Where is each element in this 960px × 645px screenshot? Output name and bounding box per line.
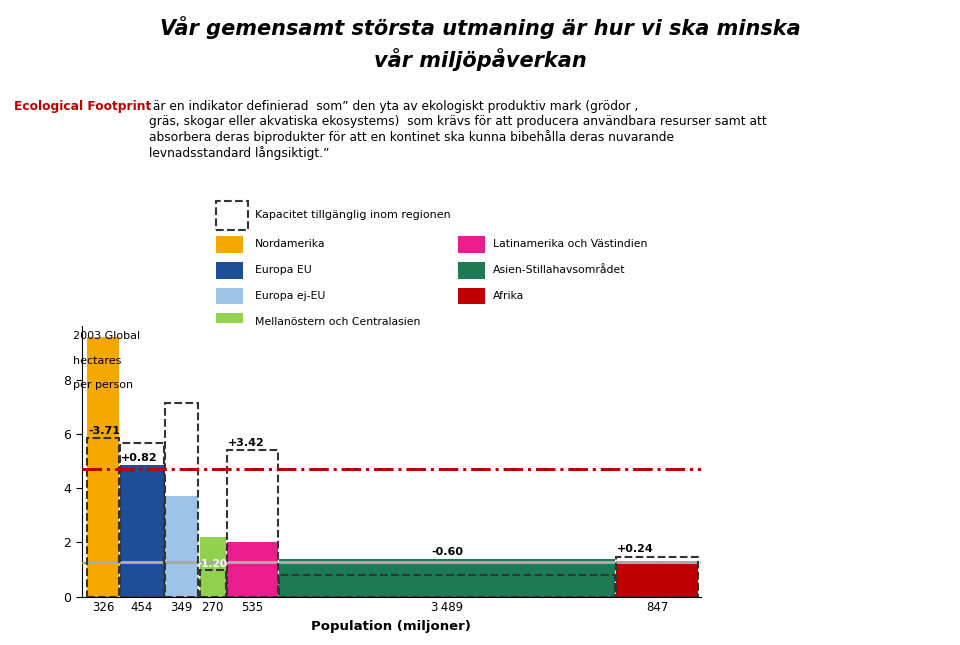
Bar: [120, 442, 163, 597]
FancyBboxPatch shape: [216, 262, 243, 279]
Text: -3.71: -3.71: [88, 426, 120, 436]
Text: Asien-Stillahavsområdet: Asien-Stillahavsområdet: [492, 265, 625, 275]
Text: Ett jämlikt
samhälle har ett
“footprint”
motsvarande
FYRA GÅNGER
vad denna plane: Ett jämlikt samhälle har ett “footprint”…: [756, 55, 914, 204]
Text: Europa EU: Europa EU: [255, 265, 312, 275]
Bar: [616, 557, 698, 597]
Text: +0.24: +0.24: [617, 544, 654, 554]
Bar: [120, 465, 163, 597]
Bar: [200, 570, 226, 597]
FancyBboxPatch shape: [459, 262, 486, 279]
Text: Latinamerika och Västindien: Latinamerika och Västindien: [492, 239, 647, 250]
Text: 2003 Global: 2003 Global: [73, 331, 140, 341]
FancyBboxPatch shape: [459, 236, 486, 253]
Bar: [227, 542, 278, 597]
Text: är en indikator definierad  som” den yta av ekologiskt produktiv mark (grödor ,
: är en indikator definierad som” den yta …: [149, 100, 766, 161]
Text: Nordamerika: Nordamerika: [255, 239, 325, 250]
Text: Vår gemensamt största utmaning är hur vi ska minska: Vår gemensamt största utmaning är hur vi…: [159, 16, 801, 39]
Text: -0.60: -0.60: [431, 546, 464, 557]
Bar: [279, 561, 615, 564]
Text: hectares: hectares: [73, 355, 122, 366]
FancyBboxPatch shape: [216, 313, 243, 330]
Bar: [87, 438, 119, 597]
Bar: [87, 337, 119, 597]
Text: Ecological Footprint: Ecological Footprint: [14, 100, 152, 113]
Bar: [165, 496, 199, 597]
FancyBboxPatch shape: [459, 288, 486, 304]
Text: +0.82: +0.82: [121, 453, 157, 463]
Bar: [165, 404, 199, 597]
Bar: [227, 561, 278, 564]
Text: Europa ej-EU: Europa ej-EU: [255, 291, 325, 301]
Bar: [200, 561, 226, 564]
Bar: [616, 563, 698, 597]
Bar: [279, 575, 615, 597]
Bar: [227, 450, 278, 597]
Text: per person: per person: [73, 380, 133, 390]
X-axis label: Population (miljoner): Population (miljoner): [311, 620, 471, 633]
Bar: [165, 561, 199, 564]
Bar: [87, 561, 119, 564]
Bar: [200, 537, 226, 597]
Text: -1.20: -1.20: [198, 559, 228, 569]
FancyBboxPatch shape: [216, 236, 243, 253]
Bar: [120, 561, 163, 564]
Bar: [616, 561, 698, 564]
Bar: [279, 559, 615, 597]
Text: vår miljöpåverkan: vår miljöpåverkan: [373, 48, 587, 72]
Text: Kapacitet tillgänglig inom regionen: Kapacitet tillgänglig inom regionen: [255, 210, 451, 221]
Text: +3.42: +3.42: [228, 437, 264, 448]
Text: Afrika: Afrika: [492, 291, 524, 301]
FancyBboxPatch shape: [216, 288, 243, 304]
Text: Mellanöstern och Centralasien: Mellanöstern och Centralasien: [255, 317, 420, 327]
